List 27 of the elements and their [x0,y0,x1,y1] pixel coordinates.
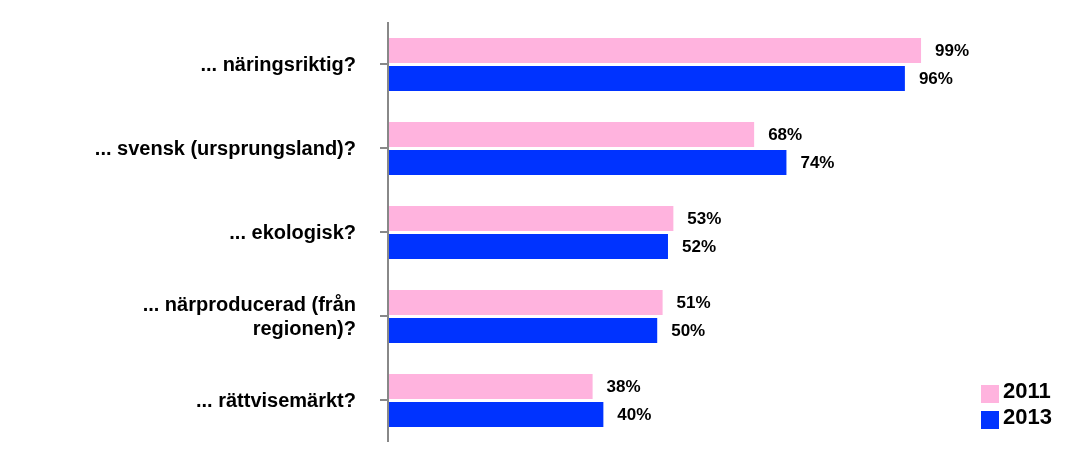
data-label: 96% [918,69,953,88]
data-label: 51% [676,293,711,312]
bar [388,38,922,63]
legend-label: 2013 [1003,404,1052,429]
bar [388,206,674,231]
data-label: 74% [800,153,835,172]
bar [388,402,604,427]
bar [388,66,905,91]
data-label: 53% [687,209,722,228]
bar [388,318,658,343]
data-label: 68% [768,125,803,144]
bar [388,150,787,175]
data-label: 38% [606,377,641,396]
bar [388,374,593,399]
y-tick-label: ... ekologisk? [229,221,356,243]
y-tick-label: ... svensk (ursprungsland)? [94,137,356,159]
data-label: 50% [671,321,706,340]
data-label: 99% [935,41,970,60]
data-label: 52% [681,237,717,256]
legend-label: 2011 [1003,378,1051,403]
bar [388,290,663,315]
y-tick-label: ... rättvisemärkt? [195,389,356,411]
bar [388,234,668,259]
bar [388,122,755,147]
y-tick-label: ... närproducerad (från regionen)? [142,293,356,339]
data-label: 40% [617,405,652,424]
y-tick-label: ... näringsriktig? [200,53,356,75]
